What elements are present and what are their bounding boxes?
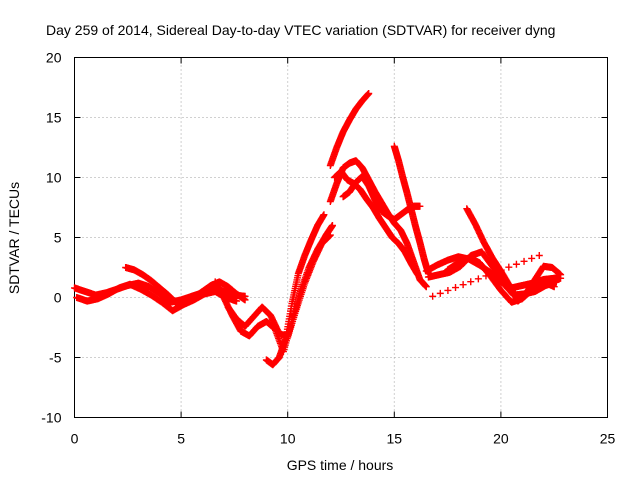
y-tick-label: 10 [46,170,62,186]
series-track-p [429,252,543,300]
x-tick-label: 20 [493,431,509,447]
y-tick-labels: -10 -5 0 5 10 15 20 [41,50,61,426]
x-tick-label: 5 [177,431,185,447]
series-track-o [444,254,558,306]
series-track-e [224,231,334,341]
y-tick-label: -5 [49,350,62,366]
y-axis-label: SDTVAR / TECUs [6,182,22,294]
data-point [326,231,334,239]
data-points [71,90,565,369]
x-tick-label: 25 [600,431,616,447]
y-tick-label: -10 [41,410,61,426]
interp-point [482,272,490,280]
data-point [320,211,328,219]
interp-point [444,286,452,294]
series-track-f [262,211,328,369]
y-tick-label: 20 [46,50,62,66]
interp-point [505,263,513,271]
interp-point [474,275,482,283]
x-tick-labels: 0 5 10 15 20 25 [71,431,616,447]
interp-point [490,269,498,277]
y-tick-label: 0 [54,290,62,306]
data-point [557,271,565,279]
x-tick-label: 10 [280,431,296,447]
grid-layer [74,57,608,418]
interp-point [520,257,528,265]
interp-point [436,289,444,297]
data-point [552,278,560,286]
data-point [233,297,241,305]
series-track-b [73,280,241,315]
x-tick-label: 15 [387,431,403,447]
y-tick-label: 5 [54,230,62,246]
interp-point [528,254,536,262]
data-point [328,222,336,229]
interp-point [467,278,475,286]
axis-ticks [74,57,608,418]
chart-title: Day 259 of 2014, Sidereal Day-to-day VTE… [46,22,555,38]
data-point [422,283,430,291]
data-point [241,296,249,304]
data-point [535,252,543,259]
data-point [416,202,424,210]
y-tick-label: 15 [46,110,62,126]
interp-point [497,266,505,274]
x-tick-label: 0 [71,431,79,447]
plot-frame [74,57,608,418]
interp-point [452,284,460,292]
data-point [365,90,373,97]
x-axis-label: GPS time / hours [287,457,394,473]
data-point [429,292,437,300]
data-point [550,283,558,291]
interp-point [512,260,520,268]
series-track-g [326,90,373,169]
interp-point [459,281,467,289]
data-point [414,271,422,279]
series-track-n [463,205,565,305]
